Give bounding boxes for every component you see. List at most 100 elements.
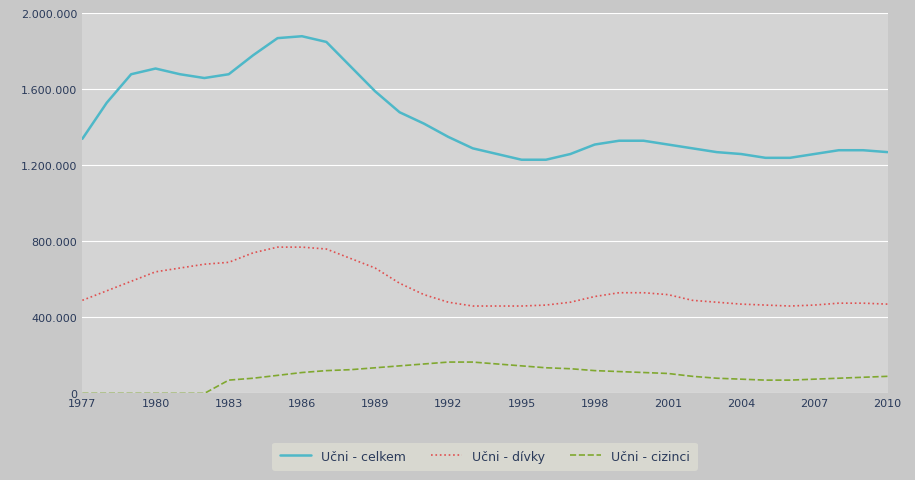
Učni - cizinci [784,377,795,383]
Učni - dívky [418,292,429,298]
Učni - dívky [565,300,576,305]
Učni - dívky [345,256,356,262]
Učni - cizinci [199,391,210,396]
Učni - celkem [516,157,527,163]
Učni - cizinci [882,373,893,379]
Učni - celkem [77,137,88,143]
Učni - dívky [321,247,332,252]
Učni - dívky [784,303,795,309]
Učni - dívky [516,303,527,309]
Učni - cizinci [102,391,113,396]
Učni - dívky [834,300,845,306]
Učni - celkem [565,152,576,157]
Učni - celkem [443,135,454,141]
Učni - cizinci [662,371,673,377]
Učni - celkem [736,152,747,157]
Učni - dívky [443,300,454,305]
Učni - cizinci [809,376,820,382]
Učni - cizinci [516,363,527,369]
Učni - dívky [223,260,234,265]
Učni - celkem [321,40,332,46]
Učni - dívky [736,301,747,307]
Učni - celkem [418,121,429,127]
Učni - cizinci [541,365,552,371]
Učni - celkem [468,146,479,152]
Učni - cizinci [687,373,698,379]
Učni - celkem [784,156,795,161]
Učni - cizinci [248,375,259,381]
Učni - celkem [223,72,234,78]
Učni - celkem [760,156,771,161]
Učni - celkem [296,34,307,40]
Učni - dívky [199,262,210,267]
Učni - dívky [272,245,283,251]
Učni - celkem [687,146,698,152]
Učni - cizinci [321,368,332,374]
Učni - cizinci [614,369,625,375]
Učni - dívky [760,302,771,308]
Učni - cizinci [175,391,186,396]
Učni - cizinci [418,361,429,367]
Učni - cizinci [760,377,771,383]
Učni - dívky [809,302,820,308]
Učni - celkem [614,139,625,144]
Učni - dívky [150,269,161,275]
Učni - dívky [175,265,186,271]
Učni - cizinci [443,360,454,365]
Učni - dívky [882,301,893,307]
Učni - dívky [491,303,502,309]
Učni - dívky [77,298,88,303]
Učni - celkem [102,101,113,107]
Učni - celkem [394,110,405,116]
Učni - cizinci [345,367,356,373]
Učni - celkem [541,157,552,163]
Učni - dívky [370,265,381,271]
Učni - dívky [857,300,868,306]
Učni - cizinci [736,376,747,382]
Učni - cizinci [638,370,649,376]
Učni - dívky [662,292,673,298]
Legend: Učni - celkem, Učni - dívky, Učni - cizinci: Učni - celkem, Učni - dívky, Učni - cizi… [272,443,698,471]
Učni - celkem [125,72,136,78]
Line: Učni - cizinci: Učni - cizinci [82,362,888,394]
Učni - cizinci [394,363,405,369]
Učni - celkem [711,150,722,156]
Učni - celkem [150,67,161,72]
Učni - cizinci [223,377,234,383]
Učni - cizinci [711,375,722,381]
Učni - celkem [662,143,673,148]
Učni - celkem [248,53,259,59]
Učni - dívky [125,279,136,285]
Učni - celkem [589,143,600,148]
Učni - celkem [491,152,502,157]
Učni - cizinci [272,372,283,378]
Učni - dívky [102,288,113,294]
Line: Učni - celkem: Učni - celkem [82,37,888,160]
Učni - cizinci [296,370,307,376]
Učni - dívky [614,290,625,296]
Učni - celkem [834,148,845,154]
Učni - celkem [809,152,820,157]
Učni - celkem [857,148,868,154]
Učni - celkem [638,139,649,144]
Učni - cizinci [150,391,161,396]
Učni - celkem [272,36,283,42]
Učni - celkem [199,76,210,82]
Učni - celkem [882,150,893,156]
Učni - celkem [345,65,356,71]
Učni - dívky [248,251,259,256]
Učni - cizinci [77,391,88,396]
Učni - dívky [468,303,479,309]
Učni - dívky [687,298,698,303]
Učni - cizinci [370,365,381,371]
Učni - celkem [175,72,186,78]
Učni - cizinci [125,391,136,396]
Učni - cizinci [468,360,479,365]
Učni - dívky [711,300,722,305]
Učni - dívky [638,290,649,296]
Učni - dívky [296,245,307,251]
Učni - dívky [394,281,405,287]
Učni - celkem [370,89,381,95]
Učni - cizinci [491,361,502,367]
Učni - dívky [589,294,600,300]
